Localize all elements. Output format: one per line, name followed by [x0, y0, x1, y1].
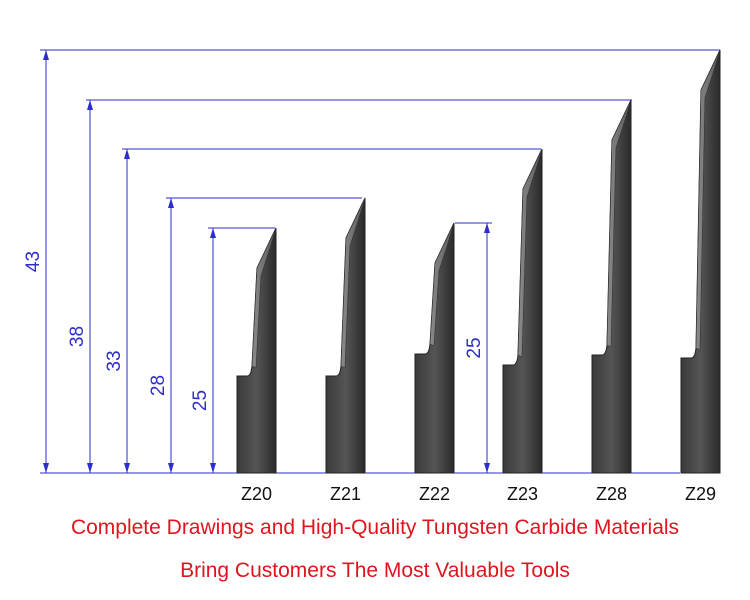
blade-bevel [695, 49, 721, 351]
blade-bevel [517, 148, 543, 358]
arrowhead [43, 50, 49, 60]
blade-label: Z28 [596, 484, 627, 504]
arrowhead [210, 228, 216, 238]
blade-label: Z29 [685, 484, 716, 504]
dimension-label: 38 [67, 326, 88, 347]
dimension-label: 25 [464, 337, 485, 358]
blade-label: Z21 [330, 484, 361, 504]
dimension-label: 28 [148, 375, 169, 396]
arrowhead [484, 223, 490, 233]
arrowhead [210, 463, 216, 473]
dimension-label: 33 [104, 350, 125, 371]
arrowhead [168, 198, 174, 208]
blade-bevel [251, 227, 277, 369]
arrowhead [124, 149, 130, 159]
caption-line-2: Bring Customers The Most Valuable Tools [180, 559, 570, 582]
dimension-label: 25 [190, 390, 211, 411]
blade-bevel [429, 222, 455, 347]
arrowhead [168, 463, 174, 473]
blade-bevel [606, 99, 632, 348]
blade-label: Z23 [507, 484, 538, 504]
blade-label: Z20 [241, 484, 272, 504]
arrowhead [87, 463, 93, 473]
arrowhead [124, 463, 130, 473]
arrowhead [43, 463, 49, 473]
blade [414, 222, 455, 474]
caption-line-1: Complete Drawings and High-Quality Tungs… [71, 516, 679, 539]
blade-label: Z22 [419, 484, 450, 504]
arrowhead [87, 100, 93, 110]
blade-bevel [340, 197, 366, 369]
dimension-label: 43 [23, 251, 44, 272]
arrowhead [484, 463, 490, 473]
